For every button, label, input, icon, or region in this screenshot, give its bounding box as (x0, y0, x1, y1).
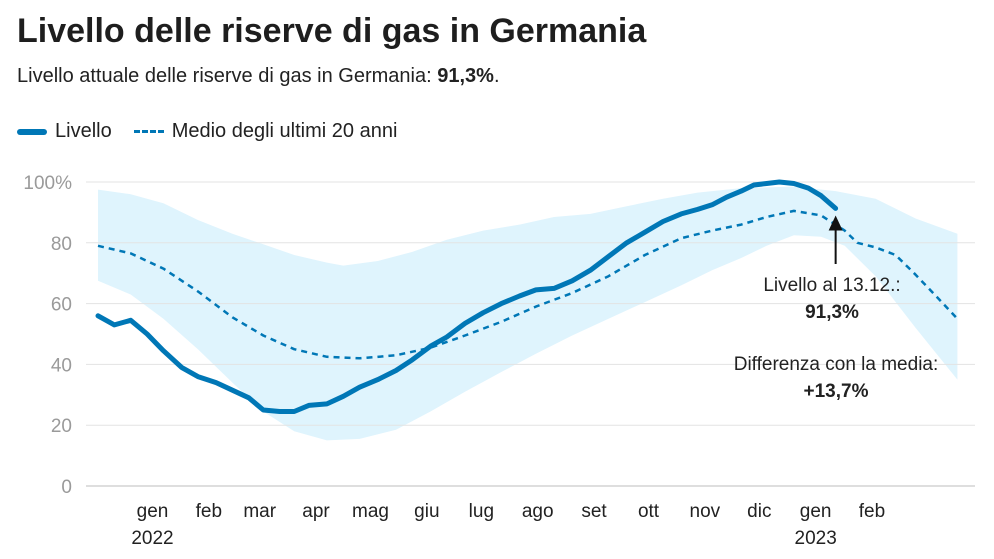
x-tick-label: feb (859, 501, 885, 522)
x-tick-label: mag (352, 501, 389, 522)
series-line-medio (97, 209, 959, 360)
annotation-layer: Livello al 13.12.: 91,3% Differenza con … (734, 215, 939, 402)
legend-label-medio: Medio degli ultimi 20 anni (171, 120, 398, 142)
x-tick-label: ago (522, 501, 554, 522)
x-tick-label: gen (137, 501, 169, 522)
subtitle-value: 91,3% (437, 65, 494, 87)
x-tick-label: feb (196, 501, 222, 522)
annotation-diff-label: Differenza con la media: (734, 354, 939, 375)
x-tick-label: set (581, 501, 607, 522)
legend-label-livello: Livello (55, 120, 112, 142)
y-tick-label: 20 (51, 416, 72, 437)
x-tick-year-label: 2022 (131, 528, 173, 549)
x-tick-label: mar (243, 501, 276, 522)
x-tick-label: nov (690, 501, 721, 522)
legend-swatch-medio (133, 130, 164, 133)
x-tick-label: giu (414, 501, 439, 522)
x-tick-label: apr (302, 501, 330, 522)
range-band-layer (98, 186, 958, 441)
chart-subtitle: Livello attuale delle riserve di gas in … (17, 65, 500, 88)
y-axis: 0 20 40 60 80 100% (23, 173, 72, 498)
y-tick-label: 0 (61, 477, 72, 498)
series-line-livello (95, 179, 839, 414)
y-tick-label: 40 (51, 355, 72, 376)
legend-swatch-livello (17, 128, 47, 135)
annotation-current-value: 91,3% (805, 302, 859, 323)
series-layer (95, 179, 959, 414)
x-tick-year-label: 2023 (795, 528, 837, 549)
range-band (98, 186, 958, 441)
subtitle-suffix: . (493, 65, 500, 87)
grid-layer (86, 181, 975, 487)
x-tick-label: lug (469, 501, 494, 522)
chart-title: Livello delle riserve di gas in Germania (17, 12, 647, 50)
y-tick-label: 80 (51, 234, 72, 255)
x-tick-label: gen (800, 501, 832, 522)
annotation-diff-value: +13,7% (804, 381, 869, 402)
annotation-current-label: Livello al 13.12.: (763, 275, 900, 296)
annotation-arrow-head (828, 215, 843, 231)
x-tick-label: dic (747, 501, 771, 522)
x-tick-label: ott (638, 501, 660, 522)
chart-legend: Livello Medio degli ultimi 20 anni (17, 120, 397, 143)
y-tick-label: 100% (23, 173, 72, 194)
subtitle-text: Livello attuale delle riserve di gas in … (17, 65, 438, 87)
y-tick-label: 60 (51, 295, 72, 316)
